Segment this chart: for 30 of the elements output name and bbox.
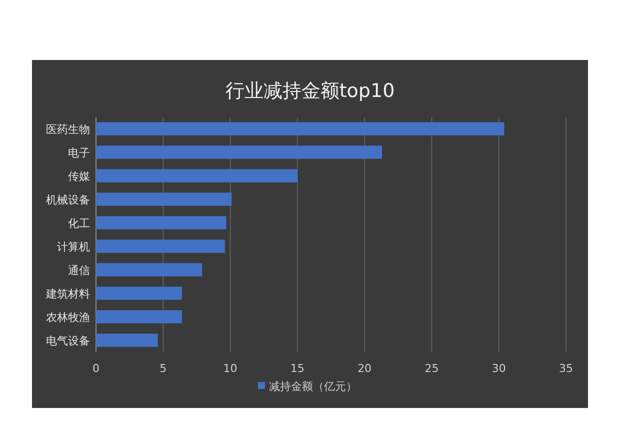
x-tick-label: 35 (559, 362, 573, 375)
x-tick-label: 30 (492, 362, 506, 375)
bar (96, 240, 225, 253)
y-tick-label: 化工 (68, 216, 90, 230)
x-tick-label: 20 (358, 362, 372, 375)
bar (96, 334, 158, 347)
bar (96, 192, 232, 206)
legend-label: 减持金额（亿元） (269, 380, 357, 393)
bar (96, 286, 182, 300)
y-tick-label: 通信 (68, 264, 90, 277)
x-tick-label: 0 (92, 362, 100, 375)
x-tick-label: 10 (223, 362, 238, 375)
y-tick-label: 电气设备 (46, 334, 90, 348)
y-tick-label: 建筑材料 (45, 287, 90, 300)
bar (96, 310, 182, 324)
bar (96, 263, 202, 276)
y-tick-label: 计算机 (57, 240, 90, 254)
y-tick-label: 传媒 (68, 170, 90, 183)
y-tick-label: 医药生物 (46, 122, 90, 136)
bar (96, 122, 504, 136)
x-tick-label: 15 (290, 362, 304, 375)
y-tick-label: 机械设备 (46, 193, 90, 206)
x-tick-label: 5 (160, 362, 167, 375)
bar (96, 146, 382, 159)
x-tick-label: 25 (424, 362, 439, 375)
y-tick-label: 农林牧渔 (46, 310, 90, 324)
bar (96, 169, 298, 182)
bar (96, 216, 226, 230)
chart-title: 行业减持金额top10 (225, 80, 395, 102)
y-tick-label: 电子 (68, 146, 90, 160)
